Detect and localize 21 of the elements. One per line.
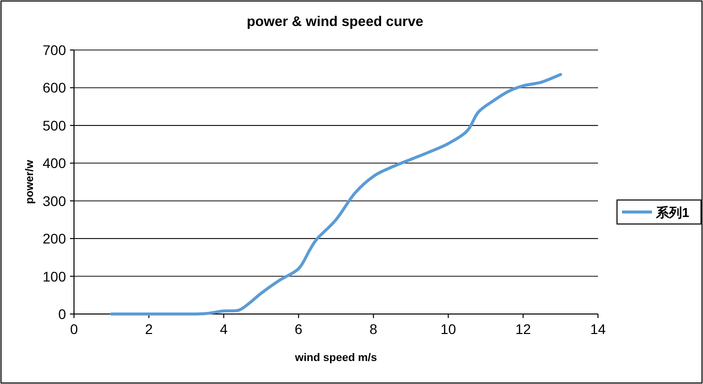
y-tick-label: 700 bbox=[42, 42, 66, 58]
x-tick-label: 14 bbox=[590, 321, 606, 337]
x-tick-label: 12 bbox=[515, 321, 532, 337]
y-tick-label: 100 bbox=[42, 268, 66, 284]
x-tick-label: 2 bbox=[144, 321, 153, 337]
y-tick-label: 400 bbox=[42, 155, 66, 172]
x-tick-label: 8 bbox=[370, 321, 378, 337]
y-tick-label: 200 bbox=[42, 230, 66, 247]
line-series bbox=[110, 73, 562, 316]
y-tick-label: 600 bbox=[42, 80, 66, 96]
legend-label: 系列1 bbox=[655, 205, 690, 220]
y-tick-label: 0 bbox=[58, 306, 66, 322]
x-tick-label: 10 bbox=[440, 321, 456, 337]
x-tick-label: 6 bbox=[294, 321, 303, 337]
chart-title: power & wind speed curve bbox=[246, 13, 424, 29]
y-axis-title: power/w bbox=[24, 160, 36, 204]
x-axis-title: wind speed m/s bbox=[294, 352, 377, 364]
y-tick-label: 500 bbox=[42, 117, 66, 134]
x-tick-label: 0 bbox=[70, 321, 78, 337]
x-tick-label: 4 bbox=[220, 321, 228, 337]
y-tick-label: 300 bbox=[42, 192, 66, 209]
